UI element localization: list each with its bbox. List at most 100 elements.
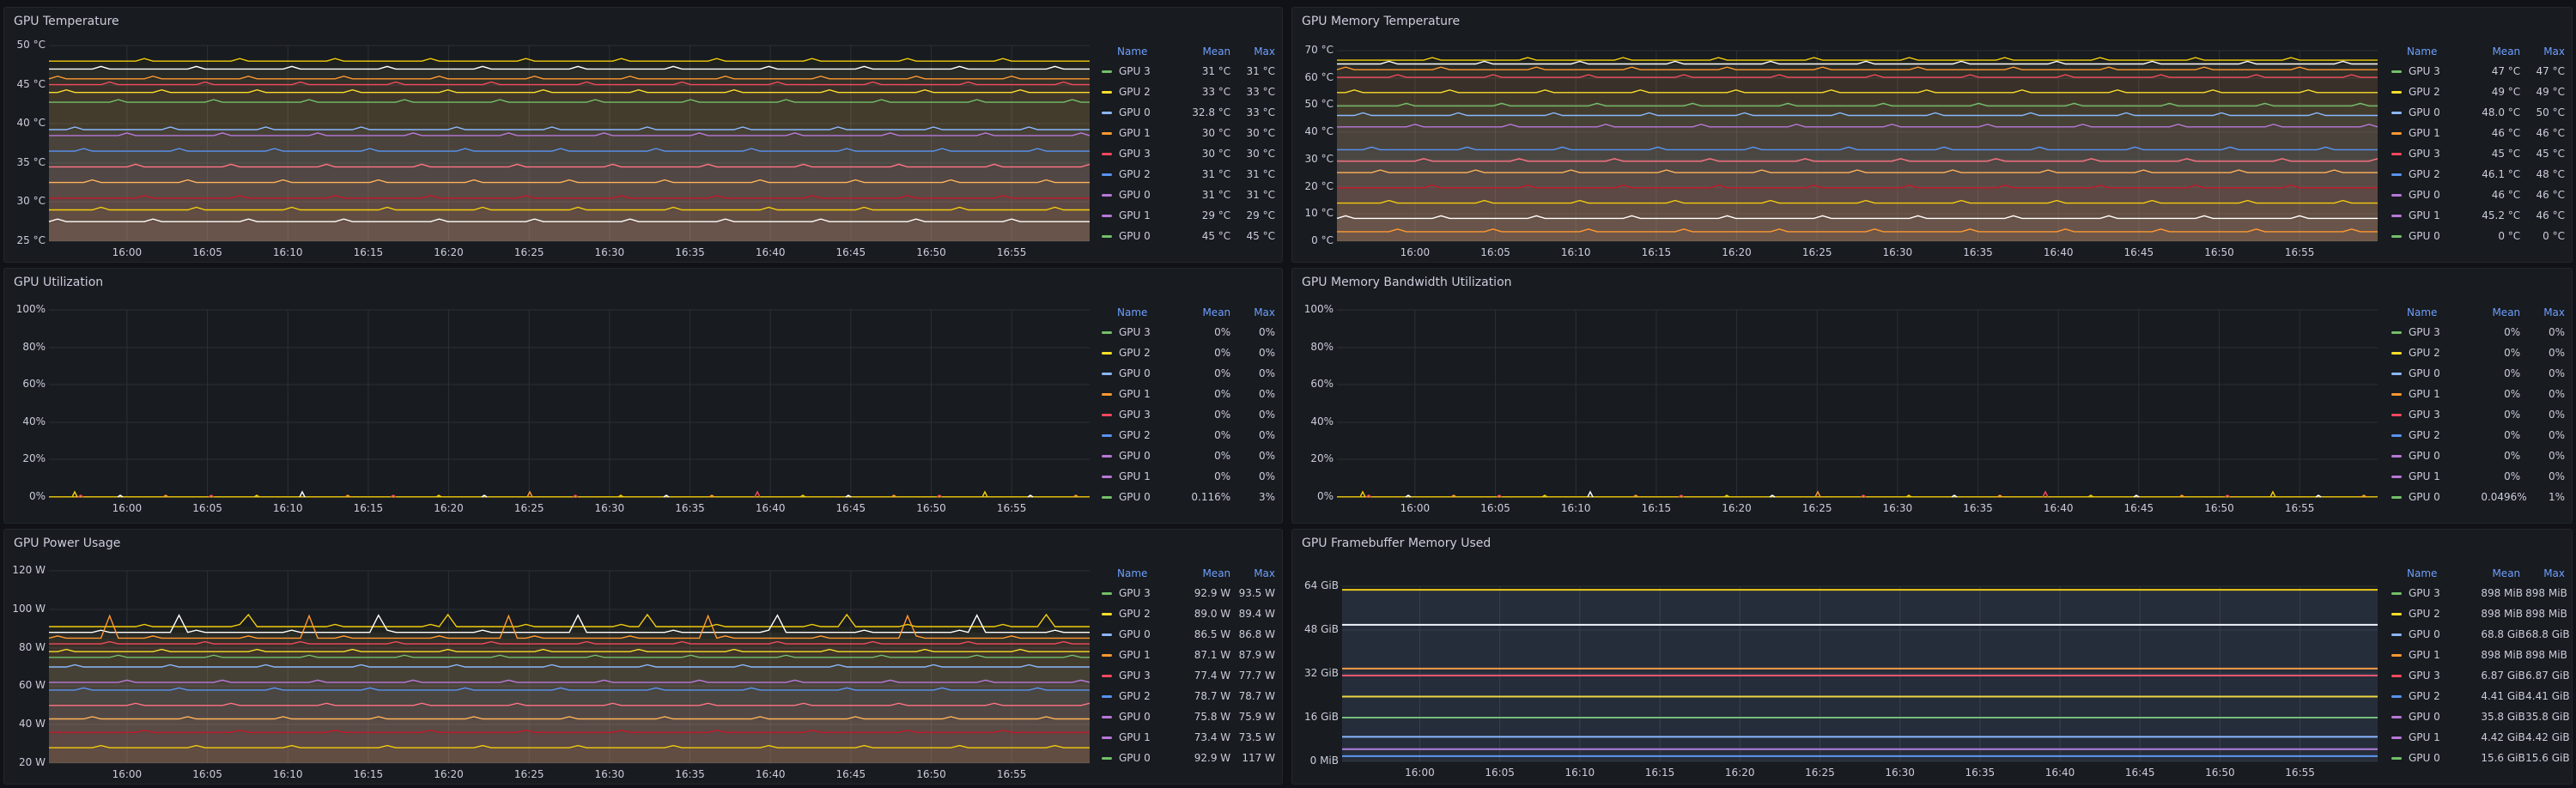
legend-row[interactable]: GPU 1 45.2 °C 46 °C: [2385, 205, 2570, 226]
panel-gpu-memory-temperature[interactable]: GPU Memory Temperature Name Mean Max GPU 3 4…: [1291, 7, 2573, 263]
legend-series-name[interactable]: GPU 0: [2385, 226, 2481, 246]
time-series-plot[interactable]: [1336, 50, 2379, 242]
legend-row[interactable]: GPU 3 47 °C 47 °C: [2385, 61, 2570, 82]
legend-header-mean[interactable]: Mean: [1202, 45, 1231, 58]
legend-series-name[interactable]: GPU 3: [1095, 61, 1191, 82]
legend-series-name[interactable]: GPU 3: [2385, 583, 2481, 603]
panel-gpu-power-usage[interactable]: GPU Power Usage Name Mean Max GPU 3 92.9 W 93…: [3, 529, 1283, 785]
legend-row[interactable]: GPU 1 0% 0%: [1095, 384, 1280, 404]
legend-series-name[interactable]: GPU 2: [2385, 342, 2481, 363]
legend-row[interactable]: GPU 1 46 °C 46 °C: [2385, 123, 2570, 143]
legend-series-name[interactable]: GPU 0: [1095, 185, 1191, 205]
legend-series-name[interactable]: GPU 2: [1095, 342, 1191, 363]
legend-series-name[interactable]: GPU 2: [2385, 686, 2481, 706]
legend-series-name[interactable]: GPU 0: [2385, 624, 2481, 645]
legend-row[interactable]: GPU 0 35.8 GiB 35.8 GiB: [2385, 706, 2570, 727]
legend-series-name[interactable]: GPU 1: [1095, 466, 1191, 487]
legend-row[interactable]: GPU 0 0% 0%: [2385, 363, 2570, 384]
legend-header-max[interactable]: Max: [2543, 306, 2565, 318]
legend-series-name[interactable]: GPU 0: [1095, 446, 1191, 466]
legend-series-name[interactable]: GPU 3: [2385, 143, 2481, 164]
legend-series-name[interactable]: GPU 2: [2385, 82, 2481, 102]
legend-row[interactable]: GPU 0 48.0 °C 50 °C: [2385, 102, 2570, 123]
time-series-plot[interactable]: [49, 309, 1090, 498]
panel-gpu-utilization[interactable]: GPU Utilization Name Mean Max GPU 3 0% 0% GPU …: [3, 268, 1283, 524]
legend-series-name[interactable]: GPU 0: [1095, 624, 1191, 645]
legend-series-name[interactable]: GPU 0: [2385, 748, 2481, 768]
legend-row[interactable]: GPU 3 898 MiB 898 MiB: [2385, 583, 2570, 603]
legend-row[interactable]: GPU 2 0% 0%: [2385, 342, 2570, 363]
legend-series-name[interactable]: GPU 2: [2385, 425, 2481, 446]
legend-row[interactable]: GPU 1 0% 0%: [2385, 466, 2570, 487]
legend-table[interactable]: Name Mean Max GPU 3 47 °C 47 °C GPU 2 49 °C 49 °…: [2385, 42, 2570, 260]
legend-series-name[interactable]: GPU 1: [1095, 645, 1191, 665]
legend-series-name[interactable]: GPU 1: [2385, 123, 2481, 143]
legend-row[interactable]: GPU 2 31 °C 31 °C: [1095, 164, 1280, 185]
legend-series-name[interactable]: GPU 3: [2385, 404, 2481, 425]
legend-series-name[interactable]: GPU 1: [2385, 384, 2481, 404]
legend-header-name[interactable]: Name: [1117, 567, 1148, 579]
legend-row[interactable]: GPU 0 0.116% 3%: [1095, 487, 1280, 507]
legend-row[interactable]: GPU 3 45 °C 45 °C: [2385, 143, 2570, 164]
legend-row[interactable]: GPU 2 4.41 GiB 4.41 GiB: [2385, 686, 2570, 706]
legend-table[interactable]: Name Mean Max GPU 3 92.9 W 93.5 W GPU 2 89.0 W 8…: [1095, 564, 1280, 782]
legend-row[interactable]: GPU 1 29 °C 29 °C: [1095, 205, 1280, 226]
time-series-plot[interactable]: [48, 570, 1091, 764]
legend-row[interactable]: GPU 1 30 °C 30 °C: [1095, 123, 1280, 143]
legend-header-name[interactable]: Name: [1117, 45, 1148, 58]
legend-series-name[interactable]: GPU 3: [1095, 322, 1191, 342]
legend-header-mean[interactable]: Mean: [1202, 567, 1231, 579]
legend-series-name[interactable]: GPU 2: [1095, 425, 1191, 446]
legend-row[interactable]: GPU 0 86.5 W 86.8 W: [1095, 624, 1280, 645]
legend-series-name[interactable]: GPU 1: [1095, 205, 1191, 226]
legend-row[interactable]: GPU 1 87.1 W 87.9 W: [1095, 645, 1280, 665]
legend-row[interactable]: GPU 3 0% 0%: [2385, 322, 2570, 342]
legend-row[interactable]: GPU 0 75.8 W 75.9 W: [1095, 706, 1280, 727]
legend-series-name[interactable]: GPU 0: [2385, 102, 2481, 123]
legend-header-mean[interactable]: Mean: [2492, 306, 2521, 318]
legend-header-mean[interactable]: Mean: [1202, 306, 1231, 318]
legend-row[interactable]: GPU 1 0% 0%: [2385, 384, 2570, 404]
legend-series-name[interactable]: GPU 3: [2385, 322, 2481, 342]
legend-row[interactable]: GPU 1 4.42 GiB 4.42 GiB: [2385, 727, 2570, 748]
legend-series-name[interactable]: GPU 0: [1095, 226, 1191, 246]
legend-series-name[interactable]: GPU 0: [2385, 363, 2481, 384]
legend-row[interactable]: GPU 3 77.4 W 77.7 W: [1095, 665, 1280, 686]
legend-header-max[interactable]: Max: [1254, 306, 1275, 318]
legend-series-name[interactable]: GPU 0: [2385, 706, 2481, 727]
legend-series-name[interactable]: GPU 3: [1095, 665, 1191, 686]
legend-row[interactable]: GPU 2 46.1 °C 48 °C: [2385, 164, 2570, 185]
legend-row[interactable]: GPU 2 78.7 W 78.7 W: [1095, 686, 1280, 706]
legend-header-name[interactable]: Name: [2407, 306, 2438, 318]
legend-row[interactable]: GPU 0 0% 0%: [1095, 446, 1280, 466]
legend-series-name[interactable]: GPU 1: [1095, 384, 1191, 404]
legend-series-name[interactable]: GPU 3: [1095, 404, 1191, 425]
legend-header-max[interactable]: Max: [1254, 45, 1275, 58]
legend-series-name[interactable]: GPU 1: [1095, 727, 1191, 748]
legend-header-mean[interactable]: Mean: [2492, 45, 2521, 58]
legend-row[interactable]: GPU 1 73.4 W 73.5 W: [1095, 727, 1280, 748]
legend-row[interactable]: GPU 2 33 °C 33 °C: [1095, 82, 1280, 102]
legend-row[interactable]: GPU 3 0% 0%: [2385, 404, 2570, 425]
legend-row[interactable]: GPU 1 898 MiB 898 MiB: [2385, 645, 2570, 665]
legend-row[interactable]: GPU 0 45 °C 45 °C: [1095, 226, 1280, 246]
legend-header-name[interactable]: Name: [2407, 567, 2438, 579]
legend-header-max[interactable]: Max: [2543, 567, 2565, 579]
legend-series-name[interactable]: GPU 2: [1095, 82, 1191, 102]
legend-row[interactable]: GPU 2 898 MiB 898 MiB: [2385, 603, 2570, 624]
legend-series-name[interactable]: GPU 3: [2385, 665, 2481, 686]
legend-series-name[interactable]: GPU 0: [1095, 363, 1191, 384]
legend-header-max[interactable]: Max: [2543, 45, 2565, 58]
legend-row[interactable]: GPU 2 0% 0%: [1095, 425, 1280, 446]
legend-table[interactable]: Name Mean Max GPU 3 898 MiB 898 MiB GPU 2 898 M…: [2385, 564, 2570, 782]
legend-row[interactable]: GPU 0 46 °C 46 °C: [2385, 185, 2570, 205]
legend-series-name[interactable]: GPU 0: [1095, 748, 1191, 768]
legend-table[interactable]: Name Mean Max GPU 3 0% 0% GPU 2 0% 0% GPU 0 0% 0% GP…: [1095, 303, 1280, 521]
legend-header-name[interactable]: Name: [2407, 45, 2438, 58]
legend-row[interactable]: GPU 2 0% 0%: [1095, 342, 1280, 363]
legend-series-name[interactable]: GPU 1: [1095, 123, 1191, 143]
legend-series-name[interactable]: GPU 0: [2385, 446, 2481, 466]
legend-series-name[interactable]: GPU 3: [1095, 583, 1191, 603]
legend-series-name[interactable]: GPU 2: [2385, 603, 2481, 624]
legend-series-name[interactable]: GPU 2: [1095, 603, 1191, 624]
